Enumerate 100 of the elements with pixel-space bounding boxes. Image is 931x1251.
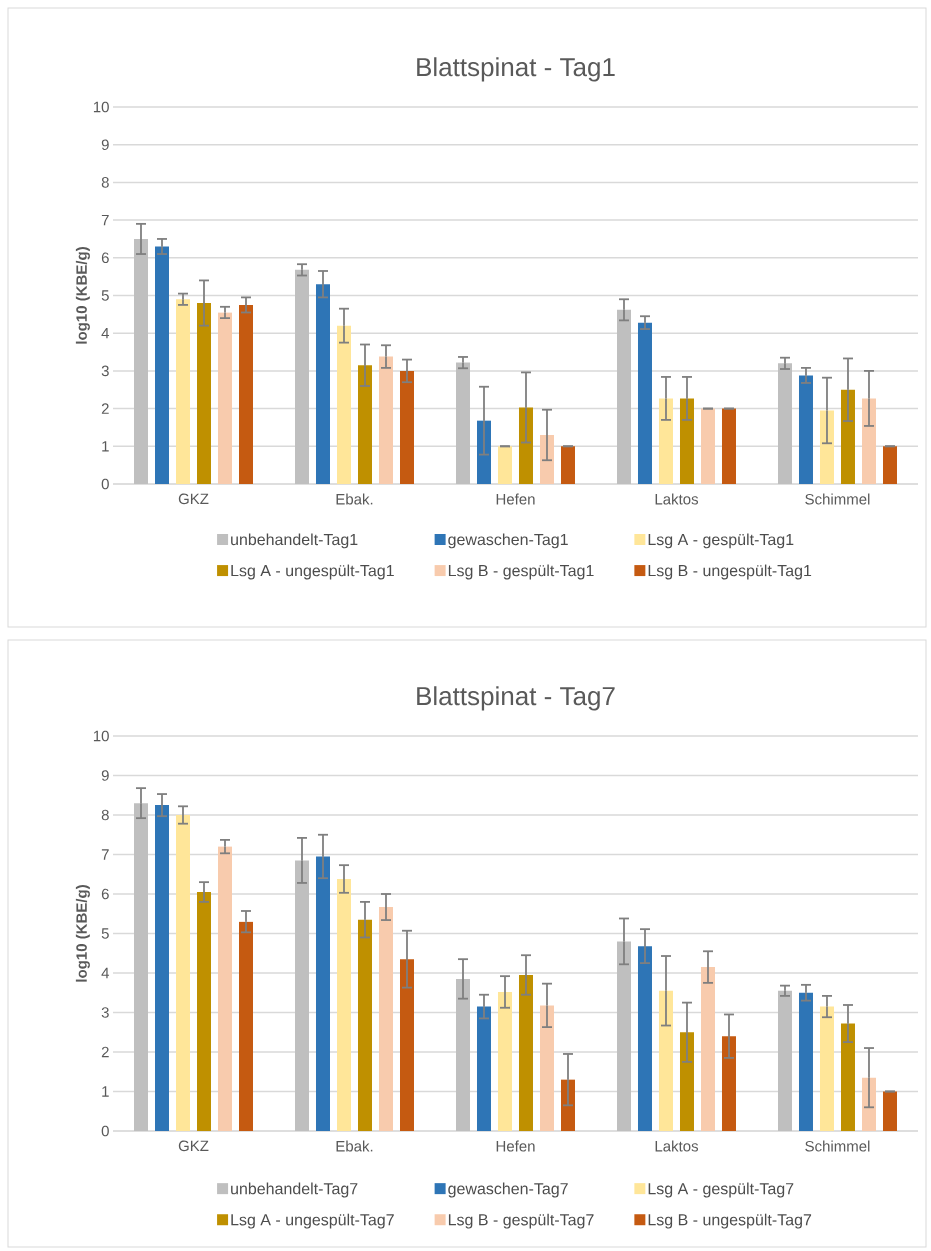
y-tick-label: 10	[93, 730, 109, 742]
legend-label: Lsg A - ungespült-Tag7	[231, 1213, 394, 1229]
y-tick-label: 10	[93, 101, 109, 113]
bar	[358, 365, 372, 484]
bar	[155, 246, 169, 484]
bar	[295, 860, 309, 1131]
bar	[155, 805, 169, 1131]
y-tick-label: 4	[101, 328, 110, 339]
y-tick-label: 5	[101, 928, 109, 939]
bar	[819, 1006, 834, 1131]
bar	[798, 375, 813, 484]
bar	[218, 312, 232, 484]
bar	[659, 398, 673, 484]
bar	[358, 919, 372, 1131]
bar	[197, 892, 211, 1131]
bar	[379, 356, 393, 484]
y-tick-label: 3	[101, 1007, 109, 1018]
y-tick-label: 3	[101, 365, 109, 377]
x-tick-label: GKZ	[178, 1140, 209, 1152]
x-tick-label: Hefen	[496, 1140, 535, 1152]
bar	[176, 299, 190, 484]
bar	[518, 974, 533, 1131]
bar	[882, 1091, 897, 1131]
bar	[798, 992, 813, 1131]
y-tick-label: 0	[101, 478, 109, 490]
legend-label: gewaschen-Tag1	[448, 533, 568, 549]
y-tick-label: 8	[101, 177, 109, 188]
y-axis-title: log10 (KBE/g)	[75, 247, 90, 344]
bar	[134, 238, 148, 484]
bar	[337, 878, 351, 1131]
bar	[539, 1005, 554, 1131]
bar	[476, 1006, 491, 1131]
y-tick-label: 7	[101, 214, 109, 226]
bar	[840, 389, 855, 484]
bar	[659, 990, 673, 1131]
y-tick-label: 6	[101, 252, 109, 264]
bar	[882, 446, 897, 484]
y-tick-label: 9	[101, 139, 109, 150]
bar	[239, 921, 253, 1131]
y-tick-label: 2	[101, 403, 109, 414]
y-tick-label: 9	[101, 770, 109, 781]
bar	[197, 303, 211, 484]
bar	[700, 967, 715, 1131]
bar	[617, 941, 631, 1131]
y-tick-label: 5	[101, 290, 109, 301]
bar	[295, 269, 309, 484]
x-tick-label: Laktos	[655, 493, 699, 505]
bar	[679, 398, 694, 484]
bar	[638, 946, 652, 1131]
y-tick-label: 4	[101, 967, 110, 979]
legend-label: Lsg A - gespült-Tag7	[648, 1182, 794, 1198]
chart-title: Blattspinat - Tag7	[417, 686, 615, 711]
legend-label: Lsg B - gespült-Tag7	[448, 1213, 594, 1229]
bar	[134, 803, 148, 1131]
bar	[400, 959, 414, 1131]
legend-label: Lsg B - ungespült-Tag7	[648, 1213, 812, 1229]
bar	[455, 978, 470, 1131]
x-tick-label: Schimmel	[805, 493, 870, 505]
bar	[777, 363, 792, 484]
legend-label: unbehandelt-Tag1	[231, 533, 358, 549]
bar	[316, 284, 330, 484]
y-tick-label: 2	[101, 1046, 109, 1058]
bar	[777, 990, 792, 1131]
bar	[316, 856, 330, 1131]
y-axis-title: log10 (KBE/g)	[75, 885, 90, 982]
y-tick-label: 1	[102, 441, 109, 452]
bar	[497, 446, 512, 484]
bar	[840, 1023, 855, 1131]
bar	[400, 370, 414, 484]
bar	[455, 362, 470, 484]
bar	[218, 846, 232, 1131]
bar	[379, 907, 393, 1131]
bar	[819, 410, 834, 484]
x-tick-label: Ebak.	[336, 493, 373, 505]
legend-label: unbehandelt-Tag7	[231, 1182, 358, 1198]
y-tick-label: 0	[101, 1125, 109, 1137]
legend-label: Lsg B - ungespült-Tag1	[648, 564, 812, 580]
bar	[679, 1032, 694, 1131]
x-tick-label: Ebak.	[336, 1140, 373, 1152]
legend-label: Lsg A - ungespült-Tag1	[231, 564, 394, 580]
y-tick-label: 8	[101, 809, 109, 821]
bar	[721, 1036, 736, 1131]
bar	[700, 408, 715, 484]
legend-label: Lsg B - gespült-Tag1	[448, 564, 594, 580]
bar	[721, 408, 736, 484]
y-tick-label: 1	[102, 1086, 109, 1097]
legend-label: Lsg A - gespült-Tag1	[648, 533, 794, 549]
bar	[560, 446, 575, 484]
y-tick-label: 7	[101, 849, 109, 860]
bar	[861, 398, 876, 484]
bar	[176, 815, 190, 1131]
x-tick-label: GKZ	[178, 493, 209, 505]
bar	[337, 325, 351, 484]
legend-label: gewaschen-Tag7	[448, 1182, 568, 1198]
bar	[617, 309, 631, 484]
chart-title: Blattspinat - Tag1	[417, 57, 615, 82]
x-tick-label: Schimmel	[805, 1140, 870, 1152]
y-tick-label: 6	[101, 888, 109, 900]
bar	[638, 322, 652, 484]
bar	[497, 991, 512, 1131]
